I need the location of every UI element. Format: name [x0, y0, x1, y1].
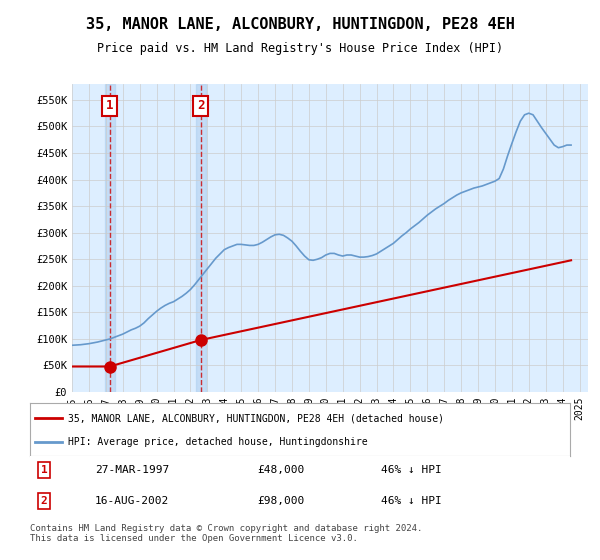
Text: 35, MANOR LANE, ALCONBURY, HUNTINGDON, PE28 4EH: 35, MANOR LANE, ALCONBURY, HUNTINGDON, P…: [86, 17, 514, 32]
Bar: [196, 84, 206, 392]
Text: Price paid vs. HM Land Registry's House Price Index (HPI): Price paid vs. HM Land Registry's House …: [97, 42, 503, 55]
Text: 1: 1: [41, 465, 47, 475]
Text: 46% ↓ HPI: 46% ↓ HPI: [381, 465, 442, 475]
Text: 2: 2: [41, 496, 47, 506]
Bar: [104, 84, 115, 392]
Text: 27-MAR-1997: 27-MAR-1997: [95, 465, 169, 475]
Text: £98,000: £98,000: [257, 496, 304, 506]
Text: 35, MANOR LANE, ALCONBURY, HUNTINGDON, PE28 4EH (detached house): 35, MANOR LANE, ALCONBURY, HUNTINGDON, P…: [68, 413, 444, 423]
Text: 1: 1: [106, 100, 113, 113]
Text: 46% ↓ HPI: 46% ↓ HPI: [381, 496, 442, 506]
Text: 2: 2: [197, 100, 205, 113]
Text: £48,000: £48,000: [257, 465, 304, 475]
Text: Contains HM Land Registry data © Crown copyright and database right 2024.
This d: Contains HM Land Registry data © Crown c…: [30, 524, 422, 543]
Text: HPI: Average price, detached house, Huntingdonshire: HPI: Average price, detached house, Hunt…: [68, 436, 367, 446]
Text: 16-AUG-2002: 16-AUG-2002: [95, 496, 169, 506]
